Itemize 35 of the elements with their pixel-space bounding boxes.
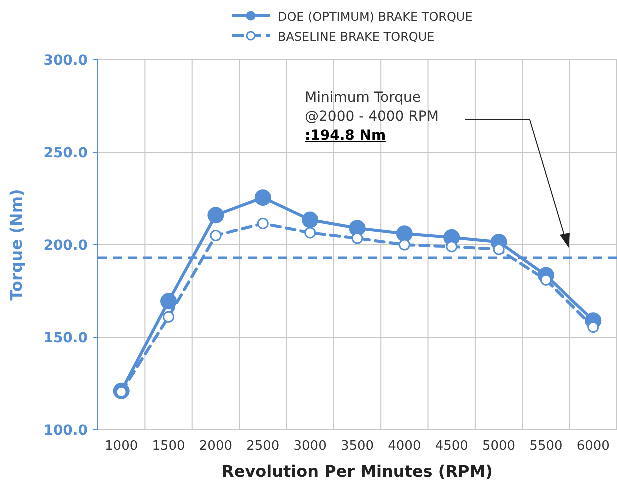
legend-label: DOE (OPTIMUM) BRAKE TORQUE [278,10,473,24]
x-tick-label: 1500 [152,439,186,454]
point [254,190,272,206]
x-tick-label: 3000 [294,439,327,454]
point [493,244,505,256]
x-tick-label: 3500 [340,439,374,454]
point [304,227,316,239]
y-tick-label: 250.0 [44,145,88,162]
point [163,311,175,323]
y-tick-label: 150.0 [44,330,88,346]
x-tick-label: 2000 [199,439,232,454]
point [160,293,178,310]
point [208,207,224,224]
legend-label: BASELINE BRAKE TORQUE [278,30,435,44]
y-tick-label: 200.0 [44,238,88,254]
x-tick-label: 4500 [435,439,468,454]
point [446,241,458,253]
x-tick-label: 2500 [246,439,280,454]
x-tick-label: 6000 [576,439,610,454]
y-tick-label: 300.0 [44,52,88,69]
point [352,232,364,244]
x-axis-title: Revolution Per Minutes (RPM) [222,462,493,481]
x-tick-label: 1000 [105,439,138,454]
x-tick-label: 5500 [530,439,563,454]
y-axis-title: Torque (Nm) [7,189,26,301]
point [210,230,222,242]
point [588,322,600,334]
point [396,226,413,242]
x-tick-label: 5000 [482,439,516,454]
y-tick-label: 100.0 [44,422,88,439]
point [302,212,319,228]
annotation: Minimum Torque @2000 - 4000 RPM :194.8 Nm [305,90,439,144]
point [257,218,269,230]
point [398,239,410,251]
x-tick-label: 4000 [388,439,422,454]
